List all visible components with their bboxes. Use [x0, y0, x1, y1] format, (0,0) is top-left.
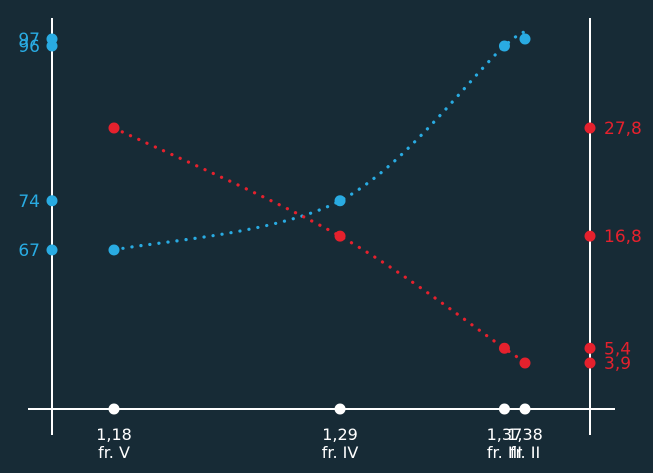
left-tick-label-3: 97 — [18, 30, 40, 50]
x-axis-marker-1 — [334, 403, 346, 415]
x-tick-label-0: fr. V — [98, 443, 130, 462]
right-axis-marker-1 — [584, 230, 596, 242]
blue-series-line — [112, 30, 527, 252]
blue-point-3 — [519, 33, 531, 45]
left-axis-marker-0 — [46, 244, 58, 256]
right-axis-marker-0 — [584, 122, 596, 134]
blue-point-2 — [498, 40, 510, 52]
axis-markers — [46, 33, 596, 415]
x-axis-marker-3 — [519, 403, 531, 415]
red-series-line — [112, 126, 527, 365]
x-tick-value-0: 1,18 — [96, 425, 132, 444]
series-lines — [112, 30, 527, 365]
right-axis-marker-3 — [584, 357, 596, 369]
left-axis-marker-1 — [46, 195, 58, 207]
x-tick-value-2: 1,37 — [487, 425, 523, 444]
x-tick-label-1: fr. IV — [322, 443, 359, 462]
left-tick-label-0: 67 — [18, 241, 40, 261]
red-point-3 — [519, 357, 531, 369]
x-tick-label-3: fr. II — [510, 443, 540, 462]
red-point-0 — [108, 122, 120, 134]
blue-point-0 — [108, 244, 120, 256]
x-axis-marker-0 — [108, 403, 120, 415]
right-tick-label-3: 3,9 — [604, 354, 631, 374]
x-tick-value-3: 1,38 — [507, 425, 543, 444]
series-points — [108, 33, 531, 369]
left-axis-marker-3 — [46, 33, 58, 45]
left-tick-label-1: 74 — [18, 192, 40, 212]
right-tick-label-2: 5,4 — [604, 339, 631, 359]
blue-point-1 — [334, 195, 346, 207]
x-tick-label-2: fr. III — [487, 443, 522, 462]
right-tick-label-1: 16,8 — [604, 227, 642, 247]
left-tick-label-2: 96 — [18, 37, 40, 57]
red-point-2 — [498, 342, 510, 354]
right-axis-marker-2 — [584, 342, 596, 354]
axes — [28, 18, 615, 435]
right-tick-label-0: 27,8 — [604, 119, 642, 139]
x-axis-marker-2 — [498, 403, 510, 415]
red-point-1 — [334, 230, 346, 242]
x-tick-value-1: 1,29 — [322, 425, 358, 444]
